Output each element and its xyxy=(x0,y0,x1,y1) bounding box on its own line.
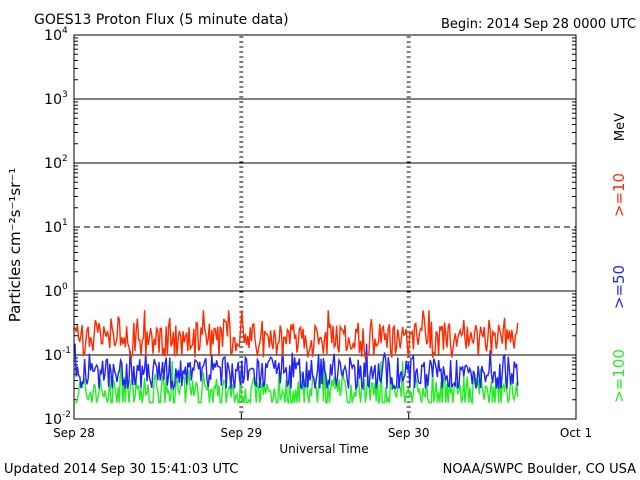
y-tick-exponent: 4 xyxy=(62,26,68,36)
y-axis-label: Particles cm⁻²s⁻¹sr⁻¹ xyxy=(6,168,24,322)
x-tick-labels: Sep 28 Sep 29 Sep 30 Oct 1 xyxy=(53,426,592,440)
x-tick-label: Sep 29 xyxy=(220,426,262,440)
series-layer xyxy=(74,310,519,405)
credit-line: NOAA/SWPC Boulder, CO USA xyxy=(443,462,636,477)
y-tick-exponent: 0 xyxy=(62,282,68,292)
y-tick-label: 10 xyxy=(44,28,62,44)
y-tick-label: 10 xyxy=(44,284,62,300)
y-tick-label: 10 xyxy=(44,412,62,428)
plot-frame xyxy=(73,34,577,420)
y-tick-label: 10 xyxy=(44,92,62,108)
x-tick-label: Sep 30 xyxy=(388,426,430,440)
legend-unit: MeV xyxy=(613,113,628,141)
x-axis-label: Universal Time xyxy=(279,442,368,456)
series-line xyxy=(75,361,519,405)
legend-item-50mev: >=50 xyxy=(610,265,628,309)
y-tick-label: 10 xyxy=(44,156,62,172)
begin-time: Begin: 2014 Sep 28 0000 UTC xyxy=(441,17,636,32)
legend-item-100mev: >=100 xyxy=(610,349,628,403)
y-tick-label: 10 xyxy=(44,220,62,236)
legend-item-10mev: >=10 xyxy=(610,173,628,217)
y-tick-exponent: -1 xyxy=(62,346,71,356)
updated-timestamp: Updated 2014 Sep 30 15:41:03 UTC xyxy=(4,462,238,477)
x-tick-label: Sep 28 xyxy=(53,426,95,440)
y-tick-label: 10 xyxy=(44,348,62,364)
chart-title: GOES13 Proton Flux (5 minute data) xyxy=(34,12,289,28)
y-tick-exponent: 1 xyxy=(62,218,68,228)
x-tick-label: Oct 1 xyxy=(560,426,592,440)
y-tick-exponent: 2 xyxy=(62,154,68,164)
y-tick-exponent: -2 xyxy=(62,410,71,420)
y-tick-exponent: 3 xyxy=(62,90,68,100)
legend: MeV >=10 >=50 >=100 xyxy=(610,113,628,403)
series-line xyxy=(74,343,519,392)
day-boundary-ticks xyxy=(73,36,577,419)
series-line xyxy=(74,310,519,361)
